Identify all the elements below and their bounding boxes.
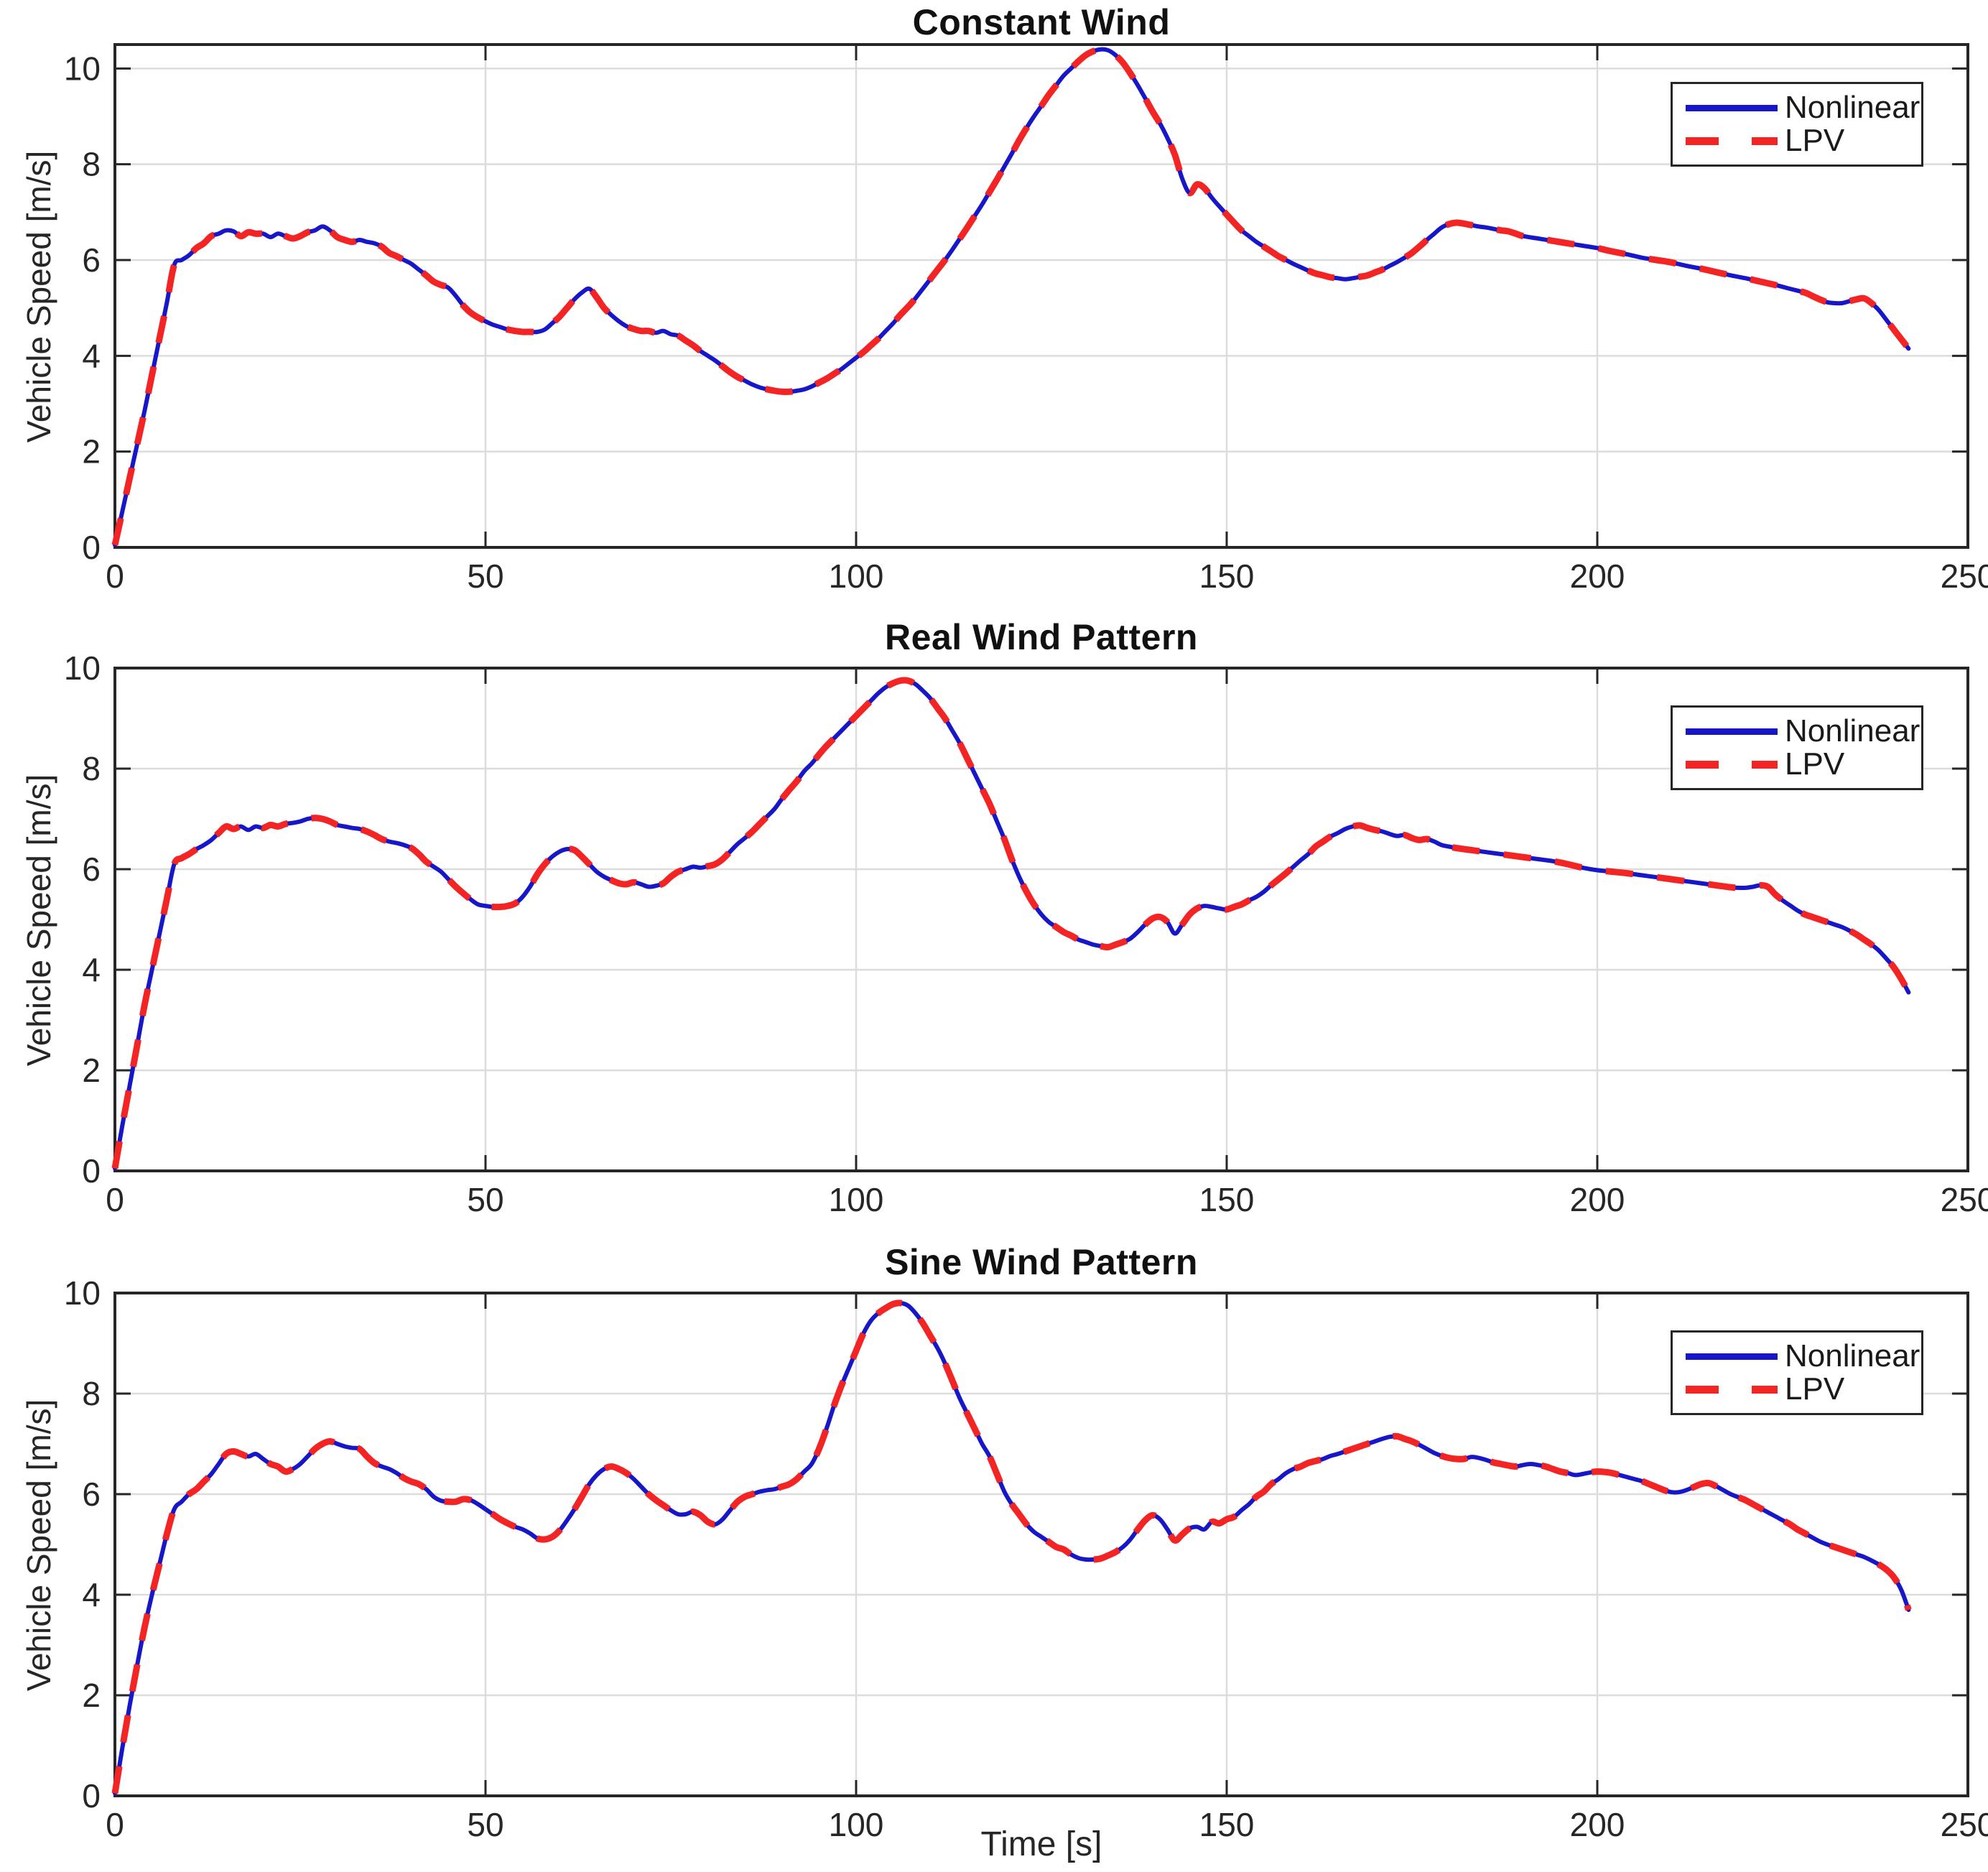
y-tick-label: 8 xyxy=(82,146,101,183)
y-tick-label: 4 xyxy=(82,951,101,988)
x-tick-label: 0 xyxy=(106,557,124,595)
y-tick-label: 6 xyxy=(82,241,101,279)
y-tick-label: 10 xyxy=(64,50,101,87)
y-tick-label: 0 xyxy=(82,529,101,566)
x-tick-label: 150 xyxy=(1199,557,1255,595)
series-lpv-line xyxy=(111,46,1911,546)
subplot1-legend: Nonlinear LPV xyxy=(1671,82,1923,167)
y-tick-label: 2 xyxy=(82,1677,101,1714)
x-tick-label: 150 xyxy=(1199,1806,1255,1843)
y-tick-label: 8 xyxy=(82,1375,101,1412)
y-tick-label: 0 xyxy=(82,1152,101,1190)
subplot2-title: Real Wind Pattern xyxy=(885,617,1198,657)
series-lpv-line xyxy=(111,677,1912,1169)
subplot3-plot-area: 0 50 100 150 200 250 0 2 4 6 8 10 xyxy=(64,1274,1988,1843)
lpv-line-swatch xyxy=(1686,760,1778,769)
subplot3-title: Sine Wind Pattern xyxy=(885,1242,1198,1282)
series-lpv-line xyxy=(111,1299,1912,1794)
legend-entry-nonlinear: Nonlinear xyxy=(1686,713,1920,749)
y-tick-label: 0 xyxy=(82,1777,101,1815)
subplot1-title: Constant Wind xyxy=(912,2,1171,42)
subplot1-plot-area: 0 50 100 150 200 250 0 2 4 6 8 10 xyxy=(64,43,1988,595)
subplot2-legend: Nonlinear LPV xyxy=(1671,705,1923,790)
legend-entry-nonlinear: Nonlinear xyxy=(1686,1338,1920,1373)
y-tick-label: 2 xyxy=(82,433,101,471)
legend-label-lpv: LPV xyxy=(1785,746,1845,782)
x-tick-label: 50 xyxy=(467,557,503,595)
x-tick-label: 50 xyxy=(467,1181,503,1218)
legend-label-nonlinear: Nonlinear xyxy=(1785,713,1920,749)
x-tick-label: 100 xyxy=(829,1806,884,1843)
subplot2-plot-area: 0 50 100 150 200 250 0 2 4 6 8 10 xyxy=(64,649,1988,1218)
axes-border xyxy=(113,667,1969,1172)
y-tick-label: 10 xyxy=(64,649,101,687)
legend-entry-lpv: LPV xyxy=(1686,746,1908,782)
x-tick-label: 100 xyxy=(829,1181,884,1218)
axes-border xyxy=(113,43,1969,549)
nonlinear-line-swatch xyxy=(1686,104,1778,111)
lpv-line-swatch xyxy=(1686,136,1778,145)
series-nonlinear-line xyxy=(113,47,1911,547)
nonlinear-line-swatch xyxy=(1686,728,1778,735)
x-tick-label: 0 xyxy=(106,1806,124,1843)
x-tick-label: 250 xyxy=(1941,1181,1988,1218)
y-tick-label: 10 xyxy=(64,1274,101,1312)
y-tick-label: 8 xyxy=(82,750,101,787)
nonlinear-line-swatch xyxy=(1686,1353,1778,1360)
series-nonlinear-line xyxy=(113,1300,1911,1796)
x-tick-label: 0 xyxy=(106,1181,124,1218)
legend-entry-lpv: LPV xyxy=(1686,1371,1908,1407)
x-tick-label: 100 xyxy=(829,557,884,595)
legend-label-nonlinear: Nonlinear xyxy=(1785,90,1920,125)
x-tick-label: 200 xyxy=(1570,1806,1625,1843)
legend-label-lpv: LPV xyxy=(1785,123,1845,158)
x-axis-label: Time [s] xyxy=(980,1825,1102,1863)
x-tick-label: 200 xyxy=(1570,557,1625,595)
y-tick-label: 4 xyxy=(82,337,101,374)
x-tick-label: 250 xyxy=(1941,557,1988,595)
y-tick-label: 6 xyxy=(82,851,101,888)
x-tick-label: 200 xyxy=(1570,1181,1625,1218)
legend-entry-nonlinear: Nonlinear xyxy=(1686,90,1920,125)
x-tick-label: 250 xyxy=(1941,1806,1988,1843)
y-tick-label: 6 xyxy=(82,1475,101,1513)
legend-label-lpv: LPV xyxy=(1785,1371,1845,1407)
x-tick-label: 150 xyxy=(1199,1181,1255,1218)
y-tick-label: 4 xyxy=(82,1576,101,1613)
x-tick-label: 50 xyxy=(467,1806,503,1843)
legend-entry-lpv: LPV xyxy=(1686,123,1908,158)
lpv-line-swatch xyxy=(1686,1385,1778,1394)
legend-label-nonlinear: Nonlinear xyxy=(1785,1338,1920,1373)
series-nonlinear-line xyxy=(113,677,1911,1171)
axes-border xyxy=(113,1292,1969,1797)
subplot3-legend: Nonlinear LPV xyxy=(1671,1330,1923,1415)
y-tick-label: 2 xyxy=(82,1052,101,1089)
